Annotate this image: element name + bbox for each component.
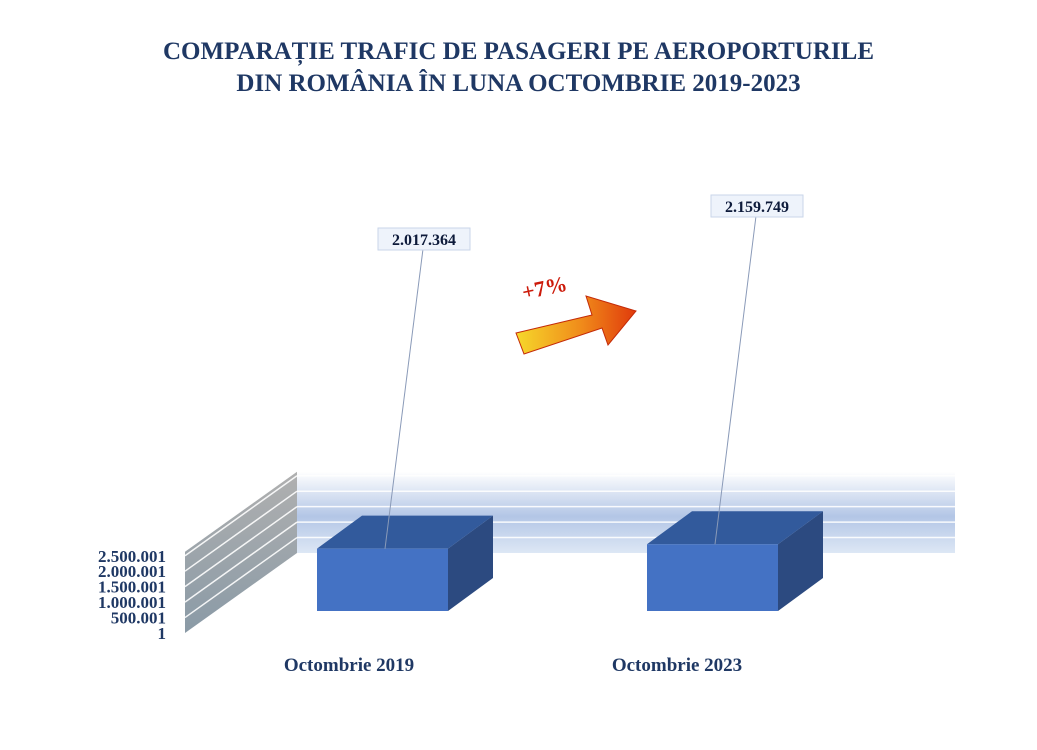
- bar: [647, 544, 778, 611]
- data-label-leader: [714, 215, 757, 545]
- y-tick-label: 1.000.001: [98, 593, 166, 612]
- y-tick-label: 500.001: [111, 609, 166, 628]
- right-arrow-icon: [515, 295, 637, 355]
- growth-annotation: +7%: [520, 271, 570, 305]
- bar-side-face: [778, 511, 823, 611]
- bar-top-face: [647, 511, 823, 545]
- side-wall: [185, 471, 297, 633]
- side-gridline: [184, 506, 298, 588]
- data-label-leader: [384, 248, 424, 549]
- bar-side-face: [448, 515, 493, 611]
- side-gridline: [184, 490, 298, 572]
- chart-title: COMPARAȚIE TRAFIC DE PASAGERI PE AEROPOR…: [0, 36, 1037, 100]
- side-gridline: [184, 536, 298, 619]
- bar: [317, 548, 448, 611]
- data-label-box: [377, 227, 471, 251]
- y-tick-label: 2.000.001: [98, 562, 166, 581]
- x-category-label: Octombrie 2023: [612, 655, 742, 676]
- data-label: 2.017.364: [392, 232, 456, 249]
- side-gridline: [184, 475, 298, 557]
- y-tick-label: 1.500.001: [98, 578, 166, 597]
- side-gridline: [184, 521, 298, 603]
- y-tick-label: 1: [158, 624, 167, 643]
- bar-top-face: [317, 515, 493, 549]
- chart-title-line-2: DIN ROMÂNIA ÎN LUNA OCTOMBRIE 2019-2023: [236, 70, 801, 97]
- data-label-box: [710, 194, 804, 218]
- chart-title-line-1: COMPARAȚIE TRAFIC DE PASAGERI PE AEROPOR…: [163, 38, 874, 65]
- y-tick-label: 2.500.001: [98, 547, 166, 566]
- x-category-label: Octombrie 2019: [284, 655, 414, 676]
- data-label: 2.159.749: [725, 199, 789, 216]
